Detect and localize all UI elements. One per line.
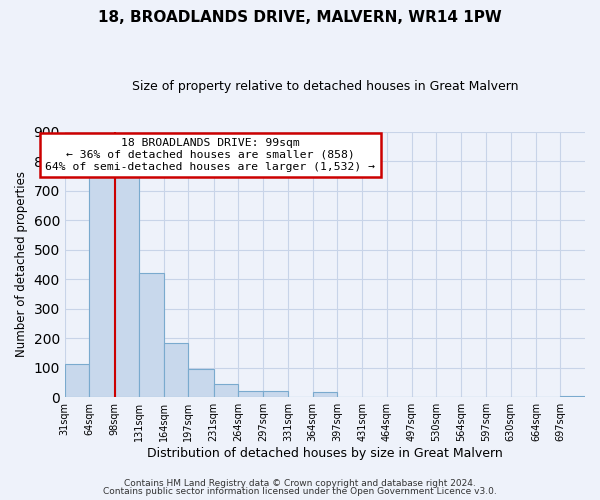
Y-axis label: Number of detached properties: Number of detached properties bbox=[15, 172, 28, 358]
Bar bbox=[313, 392, 337, 397]
Bar bbox=[214, 384, 238, 397]
Bar bbox=[164, 342, 188, 397]
X-axis label: Distribution of detached houses by size in Great Malvern: Distribution of detached houses by size … bbox=[147, 447, 503, 460]
Bar bbox=[65, 364, 89, 397]
Title: Size of property relative to detached houses in Great Malvern: Size of property relative to detached ho… bbox=[131, 80, 518, 93]
Text: 18, BROADLANDS DRIVE, MALVERN, WR14 1PW: 18, BROADLANDS DRIVE, MALVERN, WR14 1PW bbox=[98, 10, 502, 25]
Text: Contains HM Land Registry data © Crown copyright and database right 2024.: Contains HM Land Registry data © Crown c… bbox=[124, 478, 476, 488]
Text: Contains public sector information licensed under the Open Government Licence v3: Contains public sector information licen… bbox=[103, 487, 497, 496]
Text: 18 BROADLANDS DRIVE: 99sqm
← 36% of detached houses are smaller (858)
64% of sem: 18 BROADLANDS DRIVE: 99sqm ← 36% of deta… bbox=[46, 138, 376, 172]
Bar bbox=[89, 176, 115, 397]
Bar bbox=[188, 370, 214, 397]
Bar bbox=[238, 390, 263, 397]
Bar bbox=[560, 396, 585, 397]
Bar bbox=[115, 176, 139, 397]
Bar bbox=[263, 390, 288, 397]
Bar bbox=[139, 274, 164, 397]
